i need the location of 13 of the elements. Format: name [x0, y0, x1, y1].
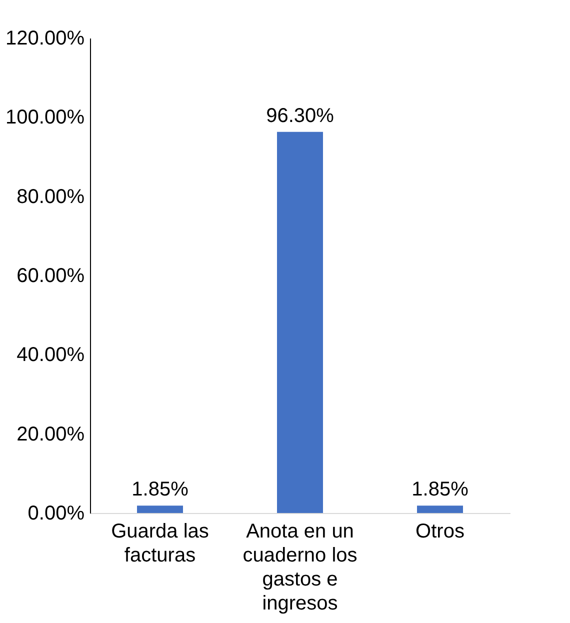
y-tick-label: 60.00% — [16, 265, 85, 287]
y-tick-label: 0.00% — [28, 502, 85, 524]
y-tick-label: 120.00% — [6, 28, 85, 50]
y-tick-label: 80.00% — [16, 186, 85, 208]
x-tick-label: Otros — [416, 520, 464, 542]
data-label: 96.30% — [266, 104, 334, 127]
y-tick-label: 20.00% — [16, 423, 85, 446]
data-label: 1.85% — [132, 478, 189, 501]
data-label: 1.85% — [412, 478, 469, 501]
x-tick-label: Anota en un cuaderno los gastos e ingresos — [242, 520, 358, 614]
y-tick-label: 40.00% — [16, 344, 85, 366]
y-tick-label: 100.00% — [6, 106, 85, 129]
x-tick-label: Guarda las facturas — [111, 520, 209, 566]
